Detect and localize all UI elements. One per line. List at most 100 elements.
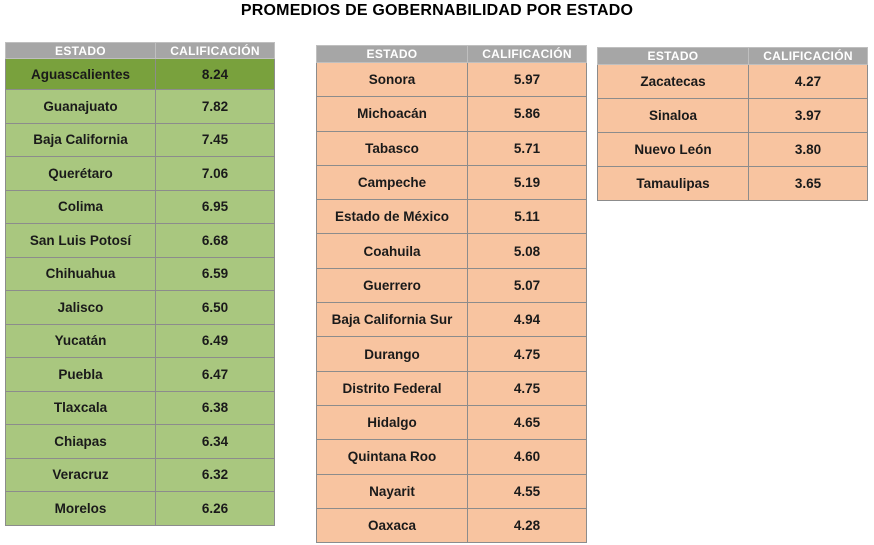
table-row: Estado de México 5.11 [316,199,587,235]
table-row: Hidalgo 4.65 [316,404,587,441]
table-row: Colima 6.95 [5,189,275,224]
cell-calificacion: 6.59 [155,256,275,291]
table-row: Sinaloa 3.97 [597,98,868,133]
cell-calificacion: 6.32 [155,457,275,492]
table-row: Quintana Roo 4.60 [316,439,587,475]
cell-calificacion: 6.34 [155,424,275,459]
header-estado: ESTADO [597,47,749,65]
table-row: Coahuila 5.08 [316,233,587,269]
cell-estado: Yucatán [5,323,156,358]
cell-calificacion: 7.06 [155,156,275,191]
cell-calificacion: 3.97 [748,98,868,133]
cell-calificacion: 5.07 [467,267,587,304]
cell-calificacion: 6.38 [155,390,275,425]
table-row: Campeche 5.19 [316,164,587,201]
table-row: Puebla 6.47 [5,357,275,392]
header-calificacion: CALIFICACIÓN [748,47,868,65]
table-row: Nuevo León 3.80 [597,132,868,167]
table-row: Michoacán 5.86 [316,96,587,132]
cell-estado: Zacatecas [597,64,749,99]
cell-estado: Distrito Federal [316,370,468,406]
table-row: Yucatán 6.49 [5,323,275,358]
cell-calificacion: 6.95 [155,189,275,224]
table-row: Nayarit 4.55 [316,473,587,509]
table-row: Baja California 7.45 [5,122,275,157]
cell-estado: Hidalgo [316,404,468,441]
header-estado: ESTADO [5,42,156,59]
cell-calificacion: 6.68 [155,223,275,258]
cell-estado: Quintana Roo [316,439,468,475]
header-estado: ESTADO [316,45,468,63]
table-row: Tabasco 5.71 [316,130,587,166]
cell-estado: Oaxaca [316,507,468,544]
cell-estado: Aguascalientes [5,58,156,90]
cell-estado: Tamaulipas [597,166,749,201]
page-title: PROMEDIOS DE GOBERNABILIDAD POR ESTADO [240,2,634,19]
cell-estado: Estado de México [316,199,468,235]
cell-estado: Nayarit [316,473,468,509]
cell-estado: Coahuila [316,233,468,269]
cell-estado: Chiapas [5,424,156,459]
table-row: Querétaro 7.06 [5,156,275,191]
cell-calificacion: 4.65 [467,404,587,441]
cell-calificacion: 5.11 [467,199,587,235]
cell-estado: Morelos [5,491,156,526]
header-calificacion: CALIFICACIÓN [155,42,275,59]
cell-calificacion: 4.55 [467,473,587,509]
cell-calificacion: 6.49 [155,323,275,358]
cell-calificacion: 4.60 [467,439,587,475]
table-row: Jalisco 6.50 [5,290,275,325]
cell-calificacion: 4.75 [467,370,587,406]
cell-calificacion: 7.45 [155,122,275,157]
table-header-row: ESTADO CALIFICACIÓN [316,45,587,63]
table-row: Chihuahua 6.59 [5,256,275,291]
table-row: Baja California Sur 4.94 [316,302,587,338]
cell-calificacion: 8.24 [155,58,275,90]
header-calificacion: CALIFICACIÓN [467,45,587,63]
cell-estado: Sonora [316,61,468,98]
table-row: Aguascalientes 8.24 [5,58,275,90]
table-row: Distrito Federal 4.75 [316,370,587,406]
cell-estado: Nuevo León [597,132,749,167]
cell-estado: Veracruz [5,457,156,492]
cell-estado: Chihuahua [5,256,156,291]
cell-calificacion: 4.28 [467,507,587,544]
table-row: Tamaulipas 3.65 [597,166,868,201]
cell-estado: Querétaro [5,156,156,191]
cell-estado: Jalisco [5,290,156,325]
cell-estado: Baja California Sur [316,302,468,338]
cell-estado: Puebla [5,357,156,392]
table-row: Morelos 6.26 [5,491,275,526]
cell-calificacion: 6.50 [155,290,275,325]
cell-calificacion: 5.71 [467,130,587,166]
table-orange-main: ESTADO CALIFICACIÓN Sonora 5.97 Michoacán 5… [316,45,587,544]
cell-estado: San Luis Potosí [5,223,156,258]
cell-estado: Michoacán [316,96,468,132]
table-orange-small: ESTADO CALIFICACIÓN Zacatecas 4.27 Sinaloa… [597,47,868,201]
table-row: Zacatecas 4.27 [597,64,868,99]
cell-calificacion: 7.82 [155,89,275,124]
cell-estado: Guerrero [316,267,468,304]
cell-estado: Colima [5,189,156,224]
table-row: Oaxaca 4.28 [316,507,587,544]
cell-estado: Durango [316,336,468,372]
cell-calificacion: 4.27 [748,64,868,99]
cell-estado: Sinaloa [597,98,749,133]
cell-calificacion: 5.08 [467,233,587,269]
cell-calificacion: 3.65 [748,166,868,201]
table-row: Guerrero 5.07 [316,267,587,304]
cell-calificacion: 6.47 [155,357,275,392]
table-row: Guanajuato 7.82 [5,89,275,124]
table-row: Chiapas 6.34 [5,424,275,459]
table-row: San Luis Potosí 6.68 [5,223,275,258]
cell-calificacion: 6.26 [155,491,275,526]
cell-calificacion: 4.75 [467,336,587,372]
table-header-row: ESTADO CALIFICACIÓN [5,42,275,59]
cell-calificacion: 5.19 [467,164,587,201]
table-row: Tlaxcala 6.38 [5,390,275,425]
table-row: Sonora 5.97 [316,61,587,98]
table-row: Durango 4.75 [316,336,587,372]
cell-calificacion: 4.94 [467,302,587,338]
cell-estado: Baja California [5,122,156,157]
table-header-row: ESTADO CALIFICACIÓN [597,47,868,65]
